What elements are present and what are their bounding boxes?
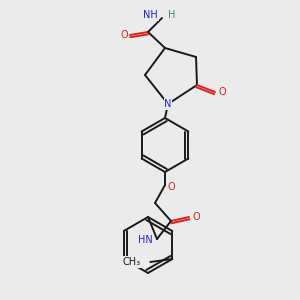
Text: CH₃: CH₃: [122, 257, 140, 267]
Text: HN: HN: [138, 235, 153, 245]
Text: NH: NH: [143, 10, 158, 20]
Text: N: N: [164, 99, 172, 109]
Text: H: H: [168, 10, 176, 20]
Text: O: O: [218, 87, 226, 97]
Text: O: O: [120, 30, 128, 40]
Text: O: O: [192, 212, 200, 222]
Text: O: O: [167, 182, 175, 192]
